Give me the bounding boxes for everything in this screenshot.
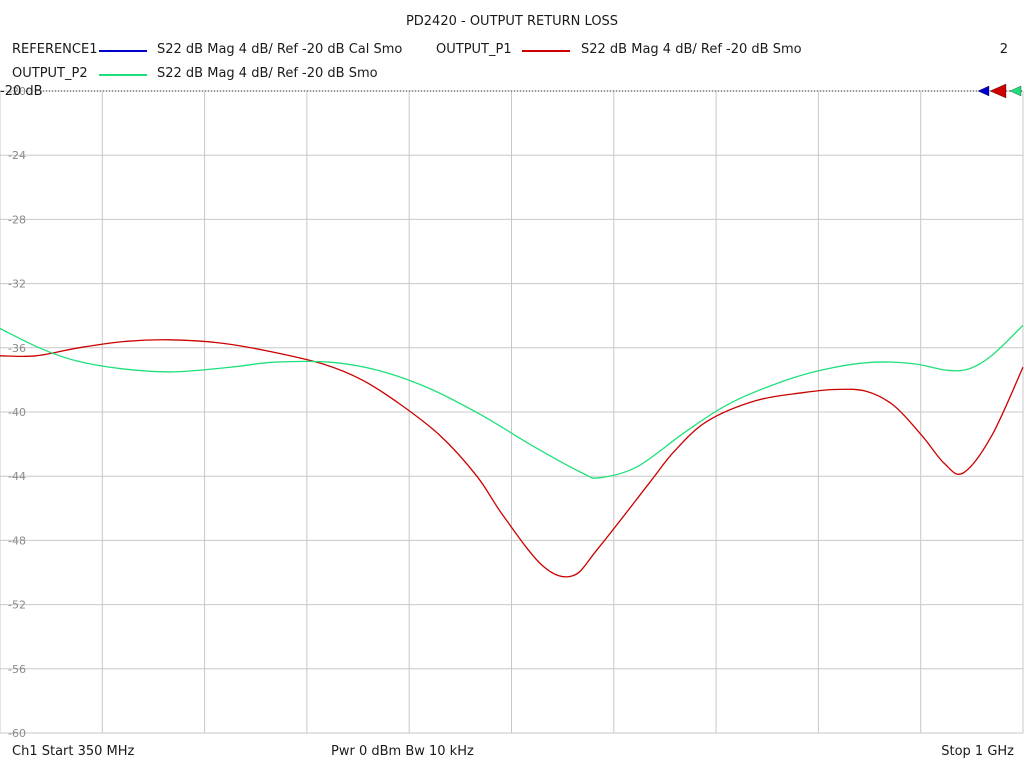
legend-series-description: S22 dB Mag 4 dB/ Ref -20 dB Cal Smo [157,42,403,57]
y-tick-label: -48 [8,534,26,547]
y-tick-label: -20 [8,85,26,98]
reference-marker-output-p2[interactable] [1009,85,1022,97]
series-layer [0,324,1024,578]
legend-series-name: OUTPUT_P2 [12,66,88,81]
y-tick-label: -28 [8,213,26,226]
reference-markers[interactable] [977,83,1022,99]
legend-series-name: REFERENCE1 [12,42,98,57]
y-tick-label: -60 [8,727,26,740]
legend-series-name: OUTPUT_P1 [436,42,512,57]
y-tick-label: -24 [8,149,26,162]
legend-item-output-p2[interactable]: OUTPUT_P2 S22 dB Mag 4 dB/ Ref -20 dB Sm… [12,66,402,86]
legend: REFERENCE1 S22 dB Mag 4 dB/ Ref -20 dB C… [0,42,1024,62]
y-tick-label: -56 [8,663,26,676]
legend-series-description: S22 dB Mag 4 dB/ Ref -20 dB Smo [157,66,378,81]
y-tick-label: -44 [8,470,26,483]
legend-swatch-reference1 [99,50,147,52]
footer-start: Ch1 Start 350 MHz [12,744,135,759]
y-tick-label: -40 [8,406,26,419]
legend-row-2: OUTPUT_P2 S22 dB Mag 4 dB/ Ref -20 dB Sm… [0,66,1024,86]
legend-item-reference1[interactable]: REFERENCE1 S22 dB Mag 4 dB/ Ref -20 dB C… [12,42,412,62]
y-tick-label: -52 [8,599,26,612]
footer-center: Pwr 0 dBm Bw 10 kHz [331,744,474,759]
series-line-output-p1 [0,339,1024,578]
y-tick-label: -32 [8,278,26,291]
page-number: 2 [999,42,1008,57]
legend-item-output-p1[interactable]: OUTPUT_P1 S22 dB Mag 4 dB/ Ref -20 dB Sm… [436,42,826,62]
chart-title: PD2420 - OUTPUT RETURN LOSS [405,14,619,29]
legend-swatch-output-p1 [522,50,570,52]
series-line-output-p2 [0,324,1024,479]
reference-label: -20 dB [0,84,43,99]
reference-marker-reference1[interactable] [977,85,990,97]
y-tick-label: -36 [8,342,26,355]
footer-stop: Stop 1 GHz [941,744,1014,759]
reference-marker-output-p1[interactable] [989,83,1007,99]
grid [0,90,1024,734]
y-axis-ticks: -20 -24 -28 -32 -36 -40 -44 -48 -52 -56 -60 [8,85,26,740]
legend-swatch-output-p2 [99,74,147,76]
legend-series-description: S22 dB Mag 4 dB/ Ref -20 dB Smo [581,42,802,57]
